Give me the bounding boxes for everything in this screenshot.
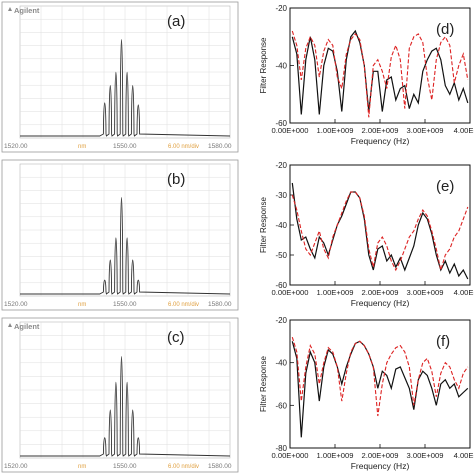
panel-label: (c) bbox=[167, 329, 185, 346]
panel-label: (e) bbox=[436, 178, 454, 195]
agilent-logo-icon bbox=[8, 323, 12, 327]
y-tick-label: -30 bbox=[275, 191, 287, 200]
x-axis-label: Frequency (Hz) bbox=[351, 136, 410, 146]
y-tick-label: -20 bbox=[275, 161, 287, 170]
x-tick-label: 3.00E+009 bbox=[407, 451, 444, 460]
y-tick-label: -40 bbox=[275, 62, 287, 71]
filter-panel-e: -20 -30 -40 -50 -600.00E+000 1.00E+009 2.00E+0… bbox=[259, 161, 474, 308]
x-tick-label: 0.00E+000 bbox=[272, 451, 309, 460]
osa-panel-b: (b) 1520.00 1550.00 1580.00 nm 6.00 nm/div bbox=[1, 159, 239, 311]
series-line-simulated bbox=[291, 30, 469, 118]
x-tick-label: 4.00E+00 bbox=[454, 451, 474, 460]
y-tick-label: -60 bbox=[275, 401, 287, 410]
spectrum-trace bbox=[20, 197, 231, 295]
y-axis-label: Filter Response bbox=[259, 37, 268, 94]
footer-scale-text: 6.00 nm/div bbox=[168, 302, 199, 308]
footer-unit-text: nm bbox=[78, 464, 86, 470]
x-tick-label: 3.00E+009 bbox=[407, 126, 444, 135]
footer-scale-text: 6.00 nm/div bbox=[168, 464, 199, 470]
x-tick-label: 1550.00 bbox=[113, 143, 137, 150]
plot-frame bbox=[289, 319, 471, 449]
x-tick-label: 1520.00 bbox=[4, 301, 28, 308]
spectrum-trace bbox=[20, 356, 231, 457]
x-tick-label: 1550.00 bbox=[113, 301, 137, 308]
panel-label: (a) bbox=[167, 13, 185, 30]
footer-unit-text: nm bbox=[78, 302, 86, 308]
footer-unit-text: nm bbox=[78, 144, 86, 150]
y-tick-label: -60 bbox=[275, 281, 287, 290]
y-axis-label: Filter Response bbox=[259, 355, 268, 412]
x-tick-label: 1550.00 bbox=[113, 463, 137, 470]
footer-scale-text: 6.00 nm/div bbox=[168, 144, 199, 150]
y-tick-label: -80 bbox=[275, 444, 287, 453]
x-axis-label: Frequency (Hz) bbox=[351, 461, 410, 471]
x-tick-label: 1.00E+009 bbox=[317, 126, 354, 135]
y-tick-label: -20 bbox=[275, 316, 287, 325]
x-tick-label: 2.00E+009 bbox=[362, 451, 399, 460]
x-tick-label: 0.00E+000 bbox=[272, 126, 309, 135]
x-tick-label: 1520.00 bbox=[4, 143, 28, 150]
instrument-logo-text: Agilent bbox=[14, 6, 40, 15]
x-tick-label: 1.00E+009 bbox=[317, 288, 354, 297]
series-line-measured bbox=[291, 340, 469, 438]
series-line-simulated bbox=[291, 191, 469, 272]
y-tick-label: -60 bbox=[275, 119, 287, 128]
x-tick-label: 2.00E+009 bbox=[362, 126, 399, 135]
panel-label: (d) bbox=[436, 21, 454, 38]
y-tick-label: -40 bbox=[275, 221, 287, 230]
agilent-logo-icon bbox=[8, 7, 12, 11]
spectrum-trace bbox=[20, 39, 231, 137]
x-tick-label: 2.00E+009 bbox=[362, 288, 399, 297]
osa-panel-a: Agilent (a) 1520.00 1550.00 1580.00 nm 6.00 nm… bbox=[1, 1, 239, 153]
y-tick-label: -50 bbox=[275, 251, 287, 260]
x-tick-label: 3.00E+009 bbox=[407, 288, 444, 297]
filter-panel-f: -20 -40 -60 -800.00E+000 1.00E+009 2.00E+009 3… bbox=[259, 316, 474, 471]
x-tick-label: 1580.00 bbox=[208, 463, 232, 470]
series-line-simulated bbox=[291, 336, 469, 417]
x-tick-label: 1580.00 bbox=[208, 143, 232, 150]
series-line-measured bbox=[291, 29, 469, 115]
panel-label: (b) bbox=[167, 171, 185, 188]
y-tick-label: -20 bbox=[275, 4, 287, 13]
x-axis-label: Frequency (Hz) bbox=[351, 298, 410, 308]
x-tick-label: 1520.00 bbox=[4, 463, 28, 470]
panel-label: (f) bbox=[436, 333, 450, 350]
x-tick-label: 4.00E+00 bbox=[454, 288, 474, 297]
instrument-logo-text: Agilent bbox=[14, 322, 40, 331]
y-tick-label: -40 bbox=[275, 359, 287, 368]
x-tick-label: 1580.00 bbox=[208, 301, 232, 308]
filter-panel-d: -20 -40 -600.00E+000 1.00E+009 2.00E+009 3.00… bbox=[259, 4, 474, 146]
x-tick-label: 0.00E+000 bbox=[272, 288, 309, 297]
x-tick-label: 4.00E+00 bbox=[454, 126, 474, 135]
plot-frame bbox=[289, 164, 471, 286]
osa-panel-c: Agilent (c) 1520.00 1550.00 1580.00 nm 6.00 nm… bbox=[1, 317, 239, 473]
y-axis-label: Filter Response bbox=[259, 196, 268, 253]
x-tick-label: 1.00E+009 bbox=[317, 451, 354, 460]
